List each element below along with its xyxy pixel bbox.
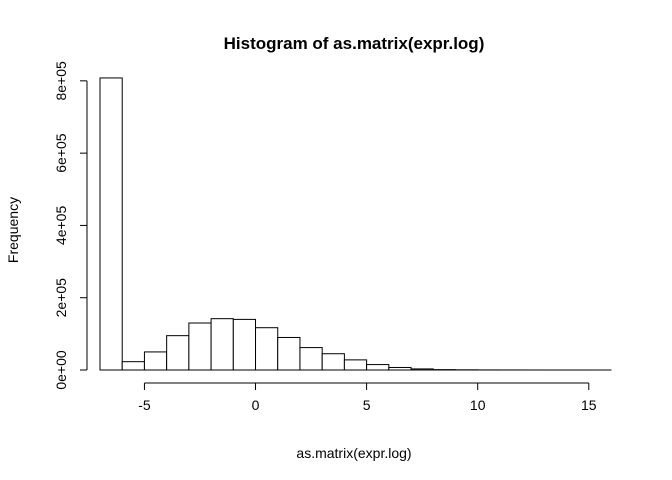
histogram-bar — [366, 364, 390, 371]
histogram-bar — [255, 327, 279, 371]
x-tick-label: 5 — [363, 397, 371, 413]
histogram-bar — [210, 318, 234, 371]
histogram-bar — [343, 359, 368, 371]
y-tick-label: 4e+05 — [53, 206, 69, 246]
y-axis: 0e+00 2e+05 4e+05 6e+05 8e+05 — [53, 61, 88, 390]
histogram-bar — [299, 347, 323, 371]
histogram-bar — [321, 353, 345, 371]
histogram-bar — [277, 336, 301, 371]
histogram-bar — [121, 361, 145, 371]
x-axis-label: as.matrix(expr.log) — [296, 445, 411, 461]
x-tick-label: 0 — [252, 397, 260, 413]
y-tick-label: 2e+05 — [53, 278, 69, 318]
histogram-bar — [143, 351, 168, 371]
histogram-bar — [166, 335, 190, 371]
histogram-bar — [388, 366, 412, 371]
histogram-bars — [99, 77, 612, 371]
histogram-bar — [410, 368, 434, 371]
x-axis: -5 0 5 10 15 — [138, 382, 597, 413]
histogram-bar — [188, 322, 212, 371]
y-axis-label: Frequency — [5, 197, 21, 263]
x-tick-label: 15 — [581, 397, 597, 413]
y-tick-label: 6e+05 — [53, 133, 69, 173]
x-tick-label: -5 — [138, 397, 151, 413]
chart-title: Histogram of as.matrix(expr.log) — [224, 34, 485, 53]
y-tick-label: 8e+05 — [53, 61, 69, 101]
histogram-bar — [99, 77, 123, 371]
y-tick-label: 0e+00 — [53, 350, 69, 390]
histogram-bar — [232, 318, 257, 371]
x-tick-label: 10 — [470, 397, 486, 413]
